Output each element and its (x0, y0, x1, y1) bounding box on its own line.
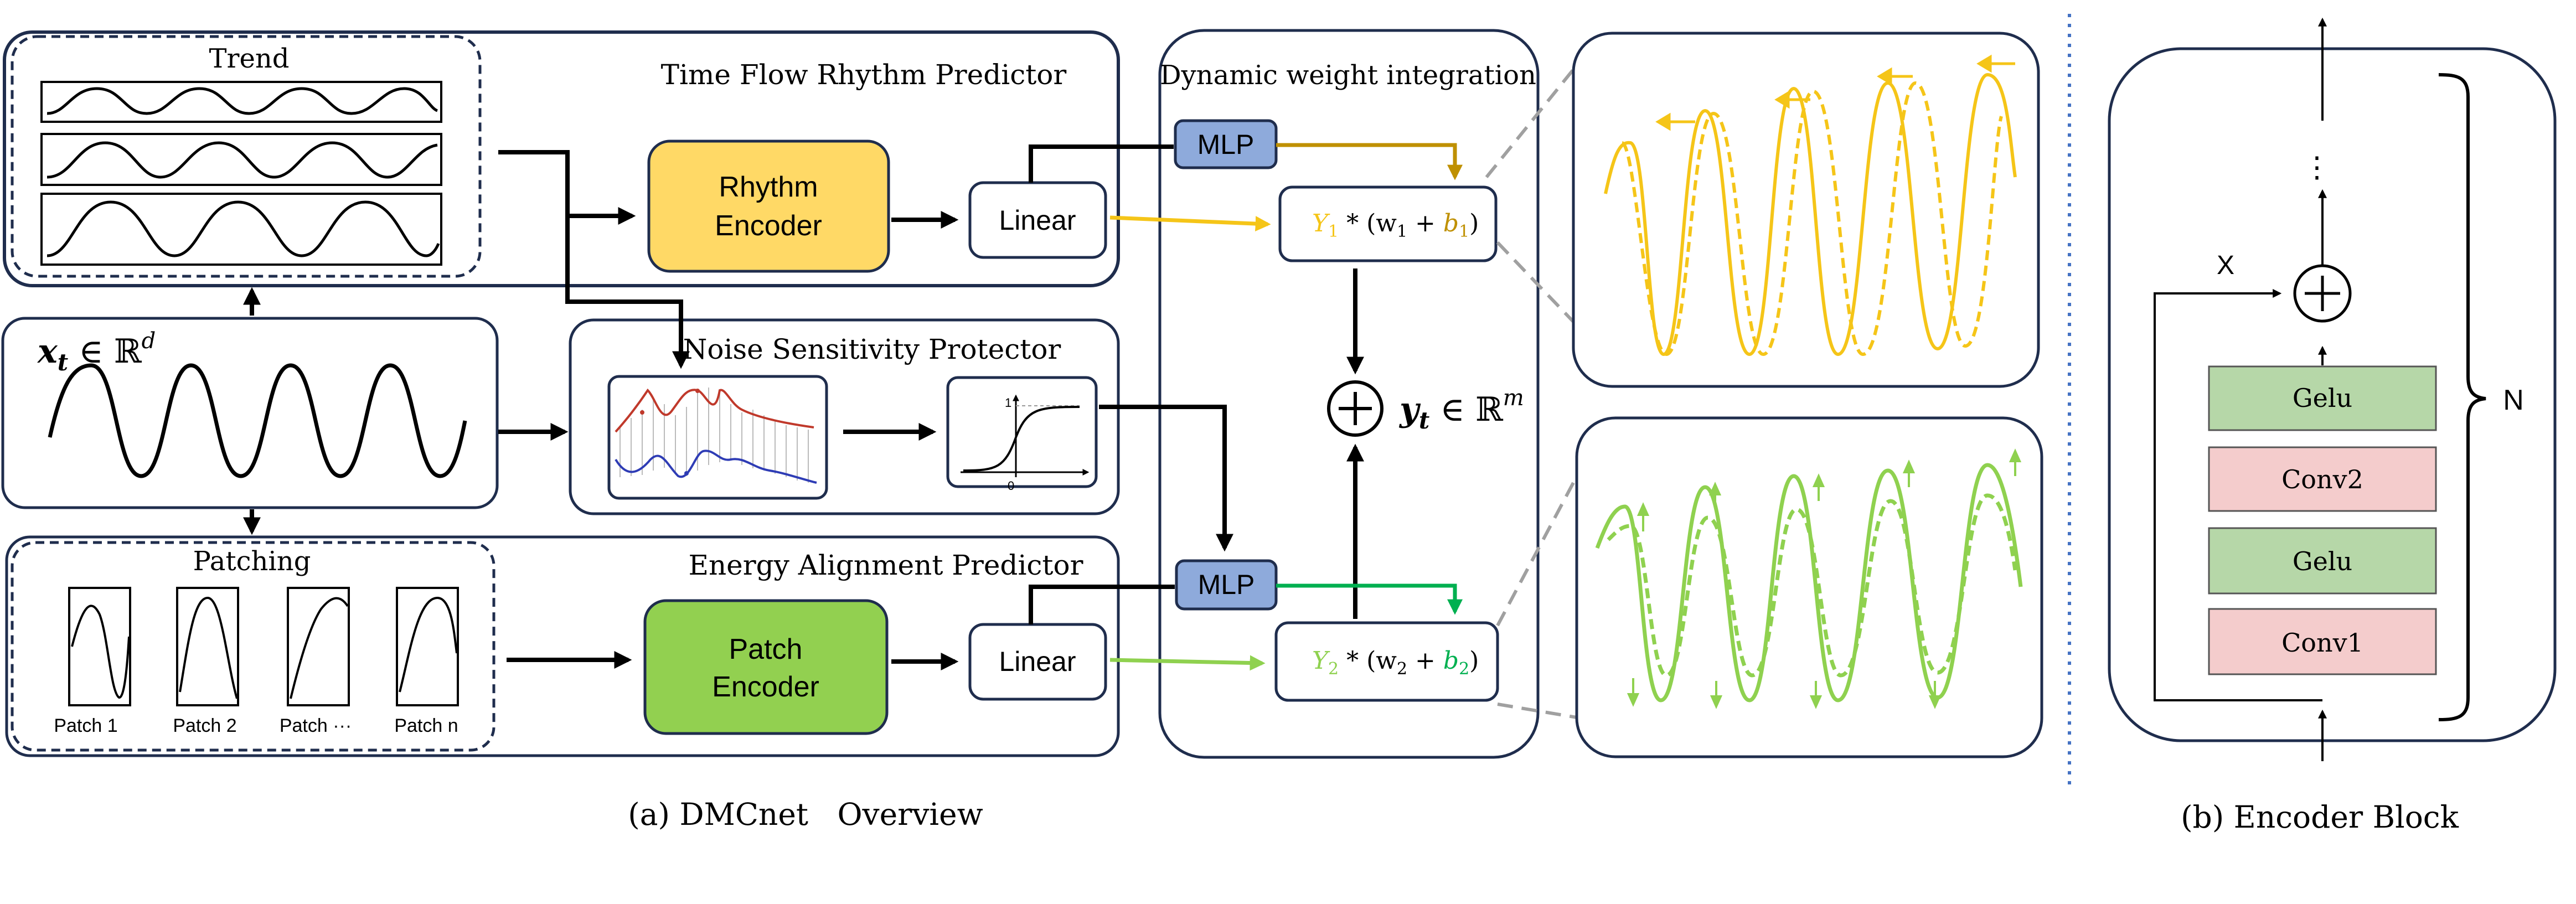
n-label: N (2503, 384, 2524, 416)
overview-caption: (a) DMCnet Overview (628, 797, 983, 832)
input-formula: xt ∈ ℝd (37, 328, 156, 376)
patch-n-label: Patch n (394, 715, 458, 736)
linear-bottom-label: Linear (999, 646, 1076, 677)
patch-dots: Patch ··· (280, 587, 352, 736)
connectors (243, 144, 1364, 670)
energy-title: Energy Alignment Predictor (688, 549, 1083, 581)
zoom-lines (1485, 64, 1585, 720)
trend-label: Trend (209, 43, 289, 74)
encoder-caption: (b) Encoder Block (2181, 799, 2459, 835)
patching-label: Patching (193, 546, 311, 577)
formula-bottom-box: Y2 * (w2 + b2) (1274, 621, 1499, 702)
sigmoid-one: 1 (1005, 396, 1011, 410)
mlp-bottom-label: MLP (1198, 569, 1255, 600)
mlp-top-label: MLP (1197, 129, 1255, 160)
encoder-dots: ⋮ (2303, 151, 2331, 184)
svg-text:Conv2: Conv2 (2281, 464, 2363, 494)
formula-top-box: Y1 * (w1 + b1) (1278, 185, 1498, 262)
patch-encoder: Patch Encoder (643, 599, 889, 735)
patching-block: Patching Patch 1 Patch 2 Patch ··· Patch… (11, 541, 495, 752)
noise-band-plot (615, 388, 817, 484)
dynamic-weight-integration: Dynamic weight integration (1158, 29, 1540, 759)
mlp-bottom: MLP (1175, 559, 1278, 611)
layer-conv2: Conv2 (2208, 446, 2437, 512)
input-series-box: xt ∈ ℝd (1, 317, 499, 509)
sum-circle (1327, 380, 1383, 437)
trend-wave-2 (47, 141, 438, 179)
encoder-block: ⋮ X Gelu Conv2 Gelu Conv1 N (2108, 17, 2557, 761)
trend-wave-1 (47, 87, 438, 115)
patch-1: Patch 1 (54, 587, 131, 736)
patch-1-label: Patch 1 (54, 715, 117, 736)
patch-n: Patch n (394, 587, 459, 736)
colored-connectors (1109, 143, 1463, 671)
layer-conv1: Conv1 (2208, 608, 2437, 675)
sigmoid-plot: 1 0 (961, 394, 1090, 493)
svg-text:Conv1: Conv1 (2281, 628, 2363, 658)
yellow-zoom-panel (1572, 32, 2040, 388)
patch-dots-label: Patch ··· (280, 715, 352, 736)
formula-bottom: Y2 * (w2 + b2) (1312, 647, 1479, 679)
rhythm-encoder-line1: Rhythm (719, 171, 818, 203)
layer-gelu-bottom: Gelu (2208, 527, 2437, 595)
dynamic-title: Dynamic weight integration (1160, 60, 1536, 91)
svg-text:Gelu: Gelu (2293, 546, 2352, 576)
patch-encoder-line2: Encoder (712, 671, 819, 703)
trend-wave-3 (47, 200, 440, 257)
time-flow-title: Time Flow Rhythm Predictor (661, 59, 1067, 91)
time-flow-rhythm-predictor: Time Flow Rhythm Predictor (3, 30, 1120, 287)
svg-text:Gelu: Gelu (2293, 383, 2352, 413)
energy-alignment-predictor: Energy Alignment Predictor (5, 535, 1120, 757)
patch-2-label: Patch 2 (173, 715, 236, 736)
mlp-top: MLP (1174, 119, 1278, 169)
noise-title: Noise Sensitivity Protector (683, 333, 1061, 365)
patch-encoder-line1: Patch (729, 633, 803, 665)
linear-bottom: Linear (968, 623, 1107, 701)
trend-block: Trend (11, 35, 482, 278)
output-formula: yt ∈ ℝm (1398, 385, 1524, 434)
noise-sensitivity-protector: Noise Sensitivity Protector 1 0 (569, 318, 1120, 515)
x-label: X (2217, 251, 2234, 280)
layer-gelu-top: Gelu (2208, 365, 2437, 431)
rhythm-encoder: Rhythm Encoder (647, 140, 890, 273)
linear-top-label: Linear (999, 205, 1076, 236)
linear-top: Linear (968, 181, 1107, 259)
input-wave (48, 363, 467, 478)
formula-top: Y1 * (w1 + b1) (1312, 209, 1479, 241)
patch-2: Patch 2 (173, 587, 239, 736)
sigmoid-zero: 0 (1008, 479, 1014, 493)
green-zoom-panel (1575, 416, 2043, 758)
rhythm-encoder-line2: Encoder (715, 210, 822, 242)
repeat-brace (2438, 73, 2486, 721)
